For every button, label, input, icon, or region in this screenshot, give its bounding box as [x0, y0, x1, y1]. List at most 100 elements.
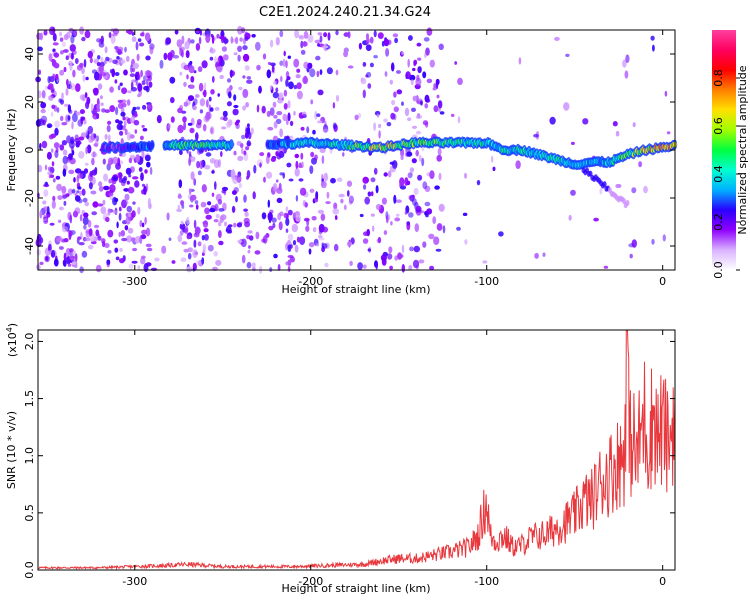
heatmap-speck: [399, 185, 407, 190]
heatmap-speck: [320, 213, 326, 221]
heatmap-speck: [131, 36, 137, 43]
heatmap-speck: [279, 30, 284, 38]
heatmap-speck: [303, 217, 310, 222]
heatmap-speck: [366, 229, 370, 237]
heatmap-speck: [209, 207, 216, 213]
heatmap-speck: [321, 155, 325, 165]
heatmap-speck: [50, 250, 56, 258]
heatmap-speck: [375, 185, 379, 194]
heatmap-speck: [195, 260, 202, 265]
heatmap-speck: [93, 224, 100, 229]
heatmap-speck: [48, 53, 53, 62]
heatmap-speck: [128, 263, 134, 269]
heatmap-speck: [413, 61, 416, 66]
heatmap-speck: [43, 189, 49, 197]
heatmap-speck: [385, 48, 390, 57]
heatmap-speck: [238, 182, 243, 189]
heatmap-speck: [212, 76, 215, 83]
heatmap-speck: [464, 239, 468, 245]
heatmap-speck: [75, 111, 81, 116]
heatmap-speck: [383, 38, 390, 47]
heatmap-speck: [228, 91, 232, 99]
heatmap-speck: [67, 263, 72, 267]
heatmap-speck: [193, 239, 197, 248]
heatmap-speck: [91, 152, 98, 158]
heatmap-speck: [182, 116, 187, 123]
heatmap-speck: [316, 70, 320, 78]
heatmap-speck: [384, 71, 388, 77]
heatmap-speck: [287, 112, 291, 122]
heatmap-speck: [71, 121, 74, 130]
heatmap-speck: [290, 244, 293, 249]
heatmap-speck: [418, 155, 422, 162]
heatmap-speck: [237, 155, 244, 162]
heatmap-speck: [203, 89, 207, 98]
heatmap-speck: [209, 126, 215, 135]
heatmap-speck: [78, 242, 85, 246]
heatmap-speck: [362, 238, 369, 244]
heatmap-speck: [118, 231, 121, 238]
heatmap-speck: [406, 180, 411, 186]
heatmap-speck: [161, 245, 167, 254]
heatmap-speck: [61, 238, 65, 243]
heatmap-speck: [196, 29, 200, 34]
ridge-core: [229, 141, 234, 148]
heatmap-speck: [268, 225, 274, 231]
heatmap-speck: [259, 162, 262, 168]
heatmap-speck: [120, 111, 126, 117]
heatmap-speck: [93, 87, 99, 96]
heatmap-speck: [79, 26, 84, 35]
heatmap-speck: [146, 78, 149, 86]
heatmap-speck: [244, 221, 251, 228]
heatmap-speck: [401, 244, 405, 254]
heatmap-speck: [233, 94, 237, 101]
heatmap-speck: [70, 34, 75, 44]
heatmap-speck: [201, 60, 208, 69]
heatmap-speck: [236, 222, 243, 228]
heatmap-speck: [435, 78, 440, 85]
heatmap-speck: [35, 238, 42, 248]
heatmap-speck: [77, 236, 82, 240]
heatmap-speck: [108, 31, 112, 39]
heatmap-speck: [312, 227, 317, 233]
heatmap-speck: [120, 59, 126, 64]
heatmap-speck: [37, 90, 42, 99]
y-tick-label: 0.5: [23, 504, 36, 522]
heatmap-speck: [272, 101, 277, 108]
heatmap-speck: [142, 104, 147, 110]
heatmap-speck: [238, 86, 243, 91]
heatmap-speck: [37, 46, 43, 52]
x-tick-label: -100: [474, 575, 499, 588]
heatmap-speck: [366, 33, 369, 40]
heatmap-speck: [277, 99, 284, 104]
heatmap-speck: [222, 54, 229, 61]
y-tick-label: 40: [23, 47, 36, 61]
heatmap-speck: [199, 109, 204, 114]
heatmap-speck: [305, 225, 310, 232]
heatmap-speck: [113, 239, 119, 244]
heatmap-speck: [134, 236, 141, 244]
heatmap-speck: [199, 98, 206, 107]
heatmap-speck: [211, 170, 215, 174]
heatmap-speck: [134, 180, 140, 188]
heatmap-speck: [78, 151, 85, 159]
heatmap-speck: [300, 126, 305, 131]
heatmap-speck: [119, 153, 123, 157]
heatmap-speck: [55, 235, 62, 241]
heatmap-speck: [315, 243, 320, 247]
heatmap-speck: [51, 89, 54, 93]
heatmap-speck: [491, 155, 494, 163]
heatmap-speck: [58, 246, 64, 250]
heatmap-speck: [131, 210, 136, 218]
heatmap-speck: [323, 172, 328, 182]
heatmap-speck: [137, 38, 142, 42]
spectrogram-x-axis-title: Height of straight line (km): [281, 283, 430, 296]
heatmap-speck: [265, 155, 270, 164]
heatmap-speck: [316, 113, 321, 117]
heatmap-speck: [380, 254, 387, 262]
heatmap-speck: [41, 140, 48, 149]
heatmap-speck: [62, 149, 68, 156]
heatmap-speck: [241, 147, 244, 155]
heatmap-speck: [432, 87, 437, 91]
heatmap-speck: [236, 119, 241, 124]
